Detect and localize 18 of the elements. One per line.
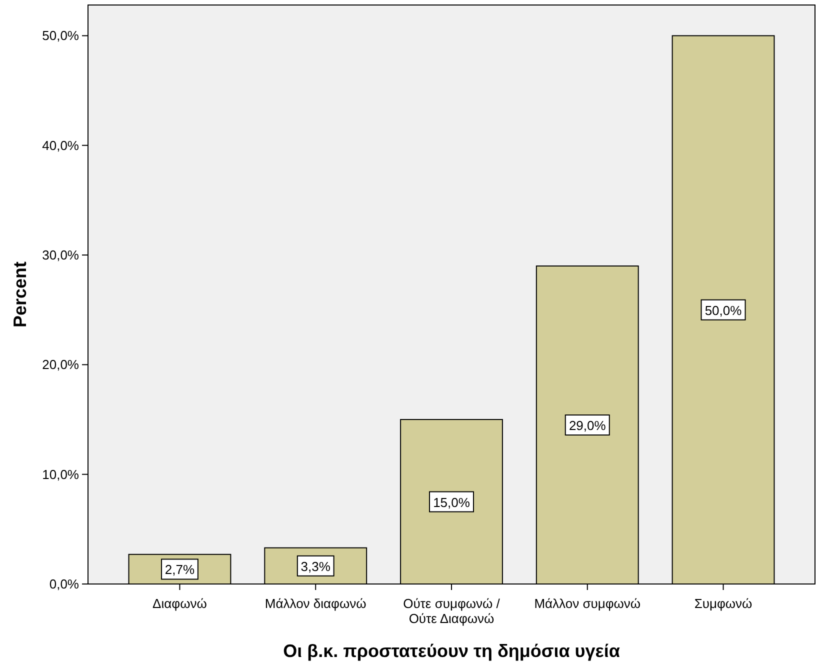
x-tick-label: Μάλλον διαφωνώ xyxy=(264,596,366,611)
data-label: 2,7% xyxy=(164,562,195,578)
x-axis-title: Οι β.κ. προστατεύουν τη δημόσια υγεία xyxy=(283,641,620,661)
data-label: 3,3% xyxy=(300,558,331,574)
y-tick-label: 0,0% xyxy=(49,576,80,592)
y-tick-label: 40,0% xyxy=(42,138,80,153)
x-tick-label: Μάλλον συμφωνώ xyxy=(534,596,641,611)
data-label: 15,0% xyxy=(433,494,470,510)
x-tick-label: Ούτε συμφωνώ / Ούτε Διαφωνώ xyxy=(403,596,500,626)
y-axis-title: Percent xyxy=(10,261,30,328)
y-tick-label: 10,0% xyxy=(42,466,80,482)
y-tick-label: 50,0% xyxy=(42,28,80,44)
x-tick-label: Συμφωνώ xyxy=(694,596,752,611)
data-label: 50,0% xyxy=(704,302,742,318)
x-tick-label: Διαφωνώ xyxy=(152,596,207,611)
data-label: 29,0% xyxy=(568,418,606,433)
y-tick-label: 20,0% xyxy=(42,357,80,372)
y-tick-label: 30,0% xyxy=(42,248,80,263)
